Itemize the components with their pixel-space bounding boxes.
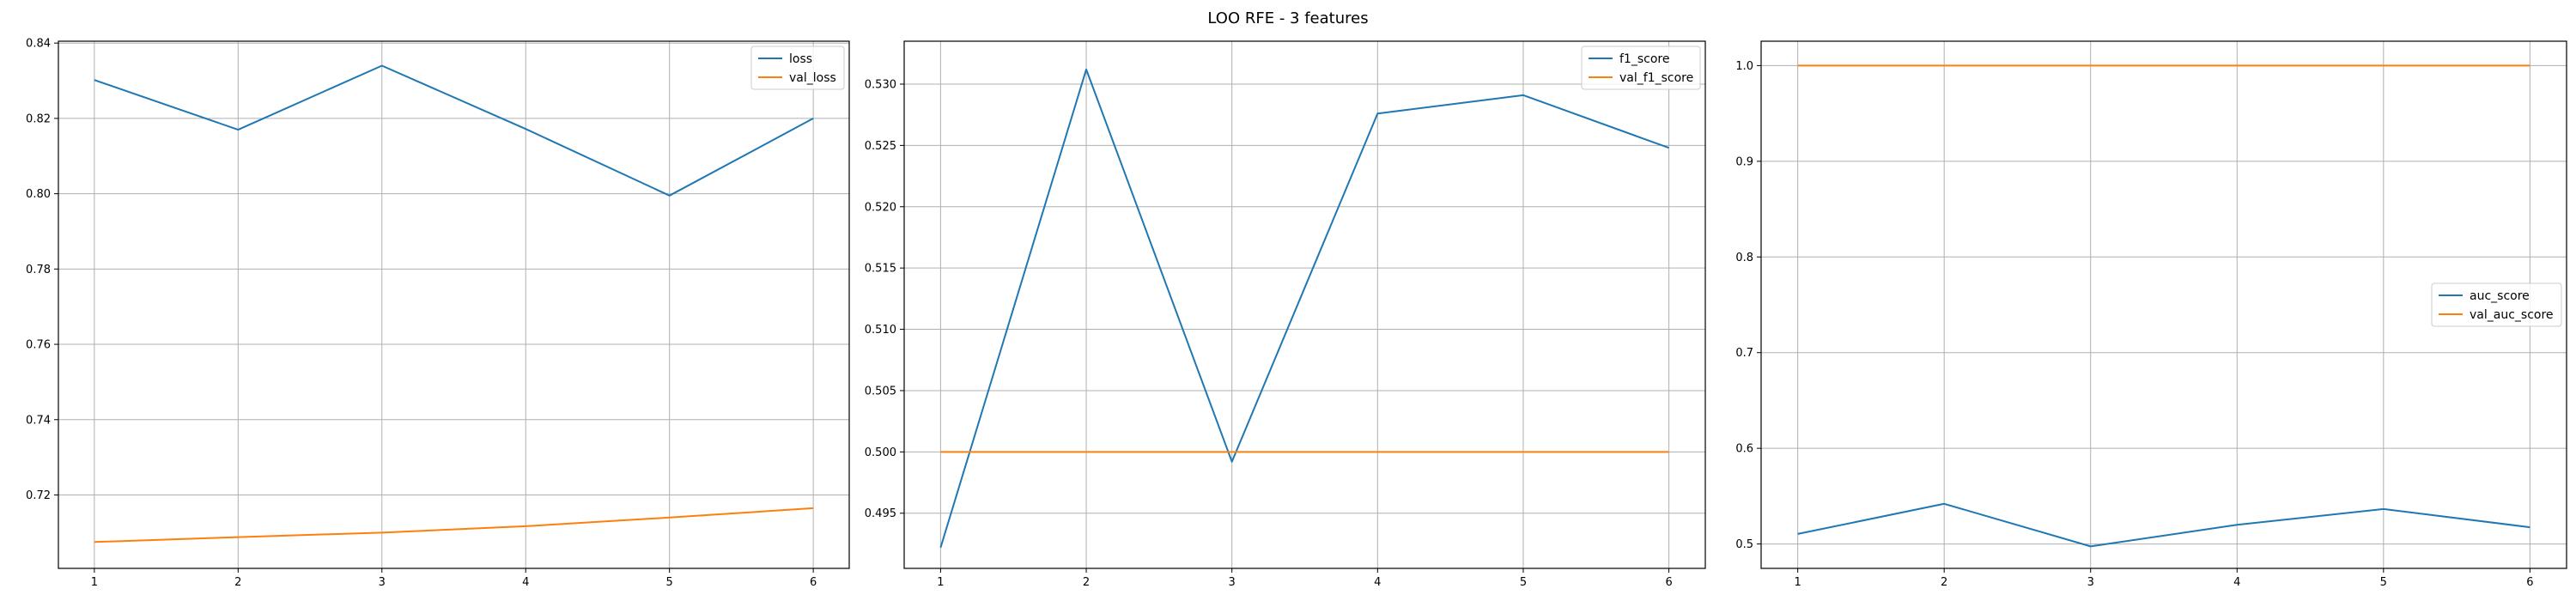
legend-label: val_auc_score [2470,308,2554,322]
x-tick-label: 4 [522,576,529,589]
x-tick-label: 1 [937,576,944,589]
x-tick-label: 6 [2526,576,2533,589]
x-tick-label: 5 [1520,576,1527,589]
series-line-val-loss [94,507,814,543]
y-tick-label: 0.525 [865,140,896,153]
y-tick-label: 0.7 [1735,347,1753,360]
legend: auc_score val_auc_score [2431,282,2562,327]
y-tick-label: 0.74 [26,414,51,427]
x-tick-label: 3 [2087,576,2094,589]
y-tick-label: 0.510 [865,324,896,337]
series-line-auc-score [1797,502,2530,548]
series-line-f1-score [939,68,1669,549]
x-tick-label: 2 [1941,576,1947,589]
legend-label: auc_score [2470,289,2530,303]
x-tick-label: 4 [2233,576,2240,589]
y-tick-label: 0.520 [865,201,896,214]
y-tick-label: 0.6 [1735,443,1753,456]
y-tick-label: 0.84 [26,38,51,51]
x-tick-label: 2 [1083,576,1090,589]
legend-label: loss [789,52,812,66]
loss-chart: 1 2 3 4 5 6 0.72 0.74 0.76 0.78 0.80 0.82 0.84 loss va… [26,38,850,589]
y-tick-label: 0.76 [26,339,51,352]
x-tick-label: 4 [1374,576,1381,589]
y-tick-label: 0.82 [26,112,51,125]
x-tick-label: 1 [1794,576,1801,589]
f1-score-chart: 1 2 3 4 5 6 0.495 0.500 0.505 0.510 0.515 0.520 0.52… [865,40,1706,589]
axes-frame [58,40,850,569]
legend-box [2431,282,2562,327]
y-tick-label: 0.8 [1735,252,1753,264]
legend-box [1581,46,1701,90]
legend: f1_score val_f1_score [1581,46,1701,90]
y-tick-label: 0.505 [865,385,896,398]
y-tick-label: 0.530 [865,78,896,91]
figure-title: LOO RFE - 3 features [1207,9,1368,27]
y-tick-label: 0.78 [26,264,51,276]
legend: loss val_loss [750,46,845,90]
y-tick-label: 0.80 [26,188,51,201]
legend-box [750,46,845,90]
x-tick-label: 1 [91,576,98,589]
x-tick-label: 3 [379,576,386,589]
x-tick-label: 6 [810,576,817,589]
x-tick-label: 2 [234,576,241,589]
grid [904,41,1705,568]
x-tick-label: 5 [666,576,673,589]
x-tick-label: 3 [1229,576,1236,589]
y-tick-label: 0.72 [26,489,51,502]
y-tick-label: 1.0 [1735,60,1753,73]
axes-frame [1760,40,2567,569]
legend-label: val_loss [789,71,836,85]
y-tick-label: 0.495 [865,507,896,520]
x-tick-label: 6 [1665,576,1672,589]
y-tick-label: 0.500 [865,446,896,459]
series-line-loss [94,64,814,197]
y-tick-label: 0.515 [865,263,896,276]
y-tick-label: 0.5 [1735,538,1753,551]
legend-label: f1_score [1619,52,1669,66]
y-tick-label: 0.9 [1735,155,1753,168]
legend-label: val_f1_score [1619,71,1693,85]
x-tick-label: 5 [2380,576,2387,589]
auc-score-chart: 1 2 3 4 5 6 0.5 0.6 0.7 0.8 0.9 1.0 auc_score val_auc… [1735,40,2567,589]
grid [58,41,849,568]
axes-frame [903,40,1706,569]
